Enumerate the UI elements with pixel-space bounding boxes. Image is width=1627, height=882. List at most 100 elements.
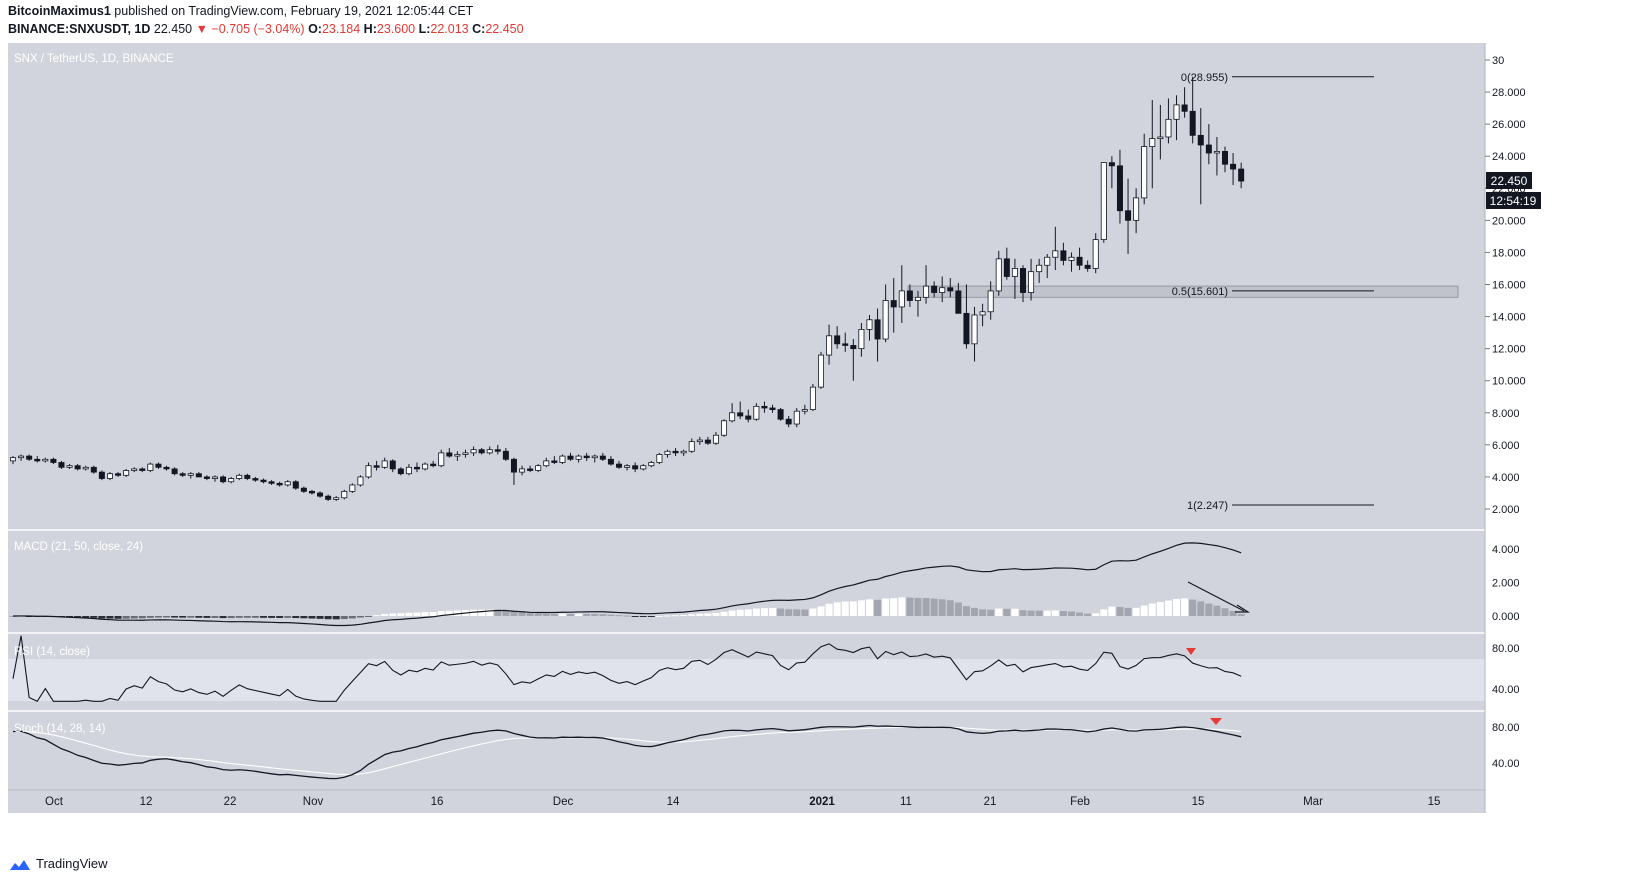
last-price-badge [1486,172,1532,189]
change-value: −0.705 (−3.04%) [211,22,305,36]
candle-down [616,463,623,468]
candle-up [1028,271,1035,293]
candle-down [179,473,186,476]
author-name[interactable]: BitcoinMaximus1 [8,4,111,18]
macd-histogram-bar [801,609,809,616]
macd-histogram-bar [1067,611,1075,616]
candle-up [801,409,808,412]
candle-up [106,473,113,479]
candle-down [430,463,437,467]
macd-pane [9,542,1245,627]
macd-histogram-bar [389,613,397,616]
price-tick-label: 24.000 [1492,151,1526,163]
macd-histogram-bar [1092,613,1100,616]
macd-histogram-bar [583,613,591,616]
macd-histogram-bar [890,598,898,616]
candle-up [696,439,703,443]
macd-histogram-bar [211,616,219,618]
price-tick-label: 14.000 [1492,312,1526,324]
candle-up [187,473,194,476]
price-tick-label: 12.000 [1492,344,1526,356]
candle-down [583,455,590,459]
macd-histogram-bar [227,616,235,619]
macd-histogram-bar [769,608,777,616]
macd-histogram-bar [623,615,631,617]
macd-histogram-bar [728,610,736,616]
macd-histogram-bar [187,616,195,618]
macd-histogram-bar [1140,605,1148,616]
time-axis-label: 15 [1192,796,1205,808]
macd-histogram-bar [760,608,768,616]
time-axis-label: Feb [1070,796,1090,808]
candle-down [527,468,534,471]
macd-histogram-bar [373,615,381,617]
candle-up [793,410,800,425]
price-tick-label: 30 [1492,55,1504,67]
macd-histogram-bar [470,609,478,616]
candle-down [413,466,420,470]
macd-histogram-bar [1019,610,1027,616]
candle-down [155,463,162,468]
candle-down [317,492,324,497]
candle-up [365,465,372,478]
macd-histogram-bar [1043,610,1051,616]
price-tick-label: 2.000 [1492,504,1520,516]
macd-histogram-bar [74,616,82,618]
macd-histogram-bar [615,615,623,617]
macd-histogram-bar [1156,602,1164,616]
trend-arrow [1187,581,1245,612]
candle-down [478,449,485,454]
time-axis-label: 15 [1428,796,1441,808]
macd-histogram-bar [308,616,316,619]
candle-down [955,290,962,314]
price-tick-label: 8.000 [1492,408,1520,420]
macd-histogram-bar [413,612,421,616]
candle-down [268,481,275,484]
last-value: 22.450 [153,22,193,36]
chart-title: SNX / TetherUS, 1D, BINANCE [14,53,174,65]
candle-up [898,290,905,308]
macd-histogram-bar [445,610,453,616]
candle-down [115,473,122,476]
macd-histogram-bar [9,616,17,617]
macd-histogram-bar [1035,610,1043,616]
candle-up [591,455,598,459]
candle-up [1165,118,1172,138]
macd-histogram-bar [138,616,146,619]
cloud-icon [10,859,30,870]
macd-histogram-bar [429,611,437,616]
tradingview-logo[interactable]: TradingView [8,856,108,871]
candle-down [308,490,315,494]
macd-histogram-bar [1059,610,1067,616]
rsi-tick-label: 80.00 [1492,643,1520,655]
rsi-band [8,659,1485,701]
macd-histogram-bar [1173,598,1181,616]
candle-down [834,335,841,345]
time-axis-label: Oct [45,796,64,808]
candle-up [284,481,291,486]
macd-histogram-bar [1100,609,1108,616]
time-axis-label: Dec [553,796,574,808]
macd-histogram-bar [567,613,575,616]
candle-down [397,468,404,475]
macd-histogram-bar [841,601,849,616]
candle-up [422,463,429,470]
candle-up [1068,256,1075,261]
macd-histogram-bar [1205,603,1213,616]
time-axis-labels: Oct 12 22 Nov 16 Dec 14 2021 11 21 Feb 15 Mar 15 [45,796,1440,808]
fib-retracement[interactable]: 0(28.955) 0.5(15.601) 1(2.247) [1172,72,1374,512]
macd-line [12,542,1242,627]
candle-up [405,466,412,475]
macd-histogram-bar [365,616,373,617]
fib-level-label: 0.5(15.601) [1172,286,1228,298]
macd-histogram-bar [971,607,979,616]
candle-down [446,452,453,457]
macd-histogram-bar [987,609,995,616]
rsi-tick-label: 40.00 [1492,684,1520,696]
macd-histogram-bar [1229,610,1237,616]
currency-label: USDT [1510,51,1539,63]
macd-tick-label: 2.000 [1492,577,1520,589]
macd-histogram-bar [575,613,583,616]
rsi-label: RSI (14, close) [14,646,90,658]
